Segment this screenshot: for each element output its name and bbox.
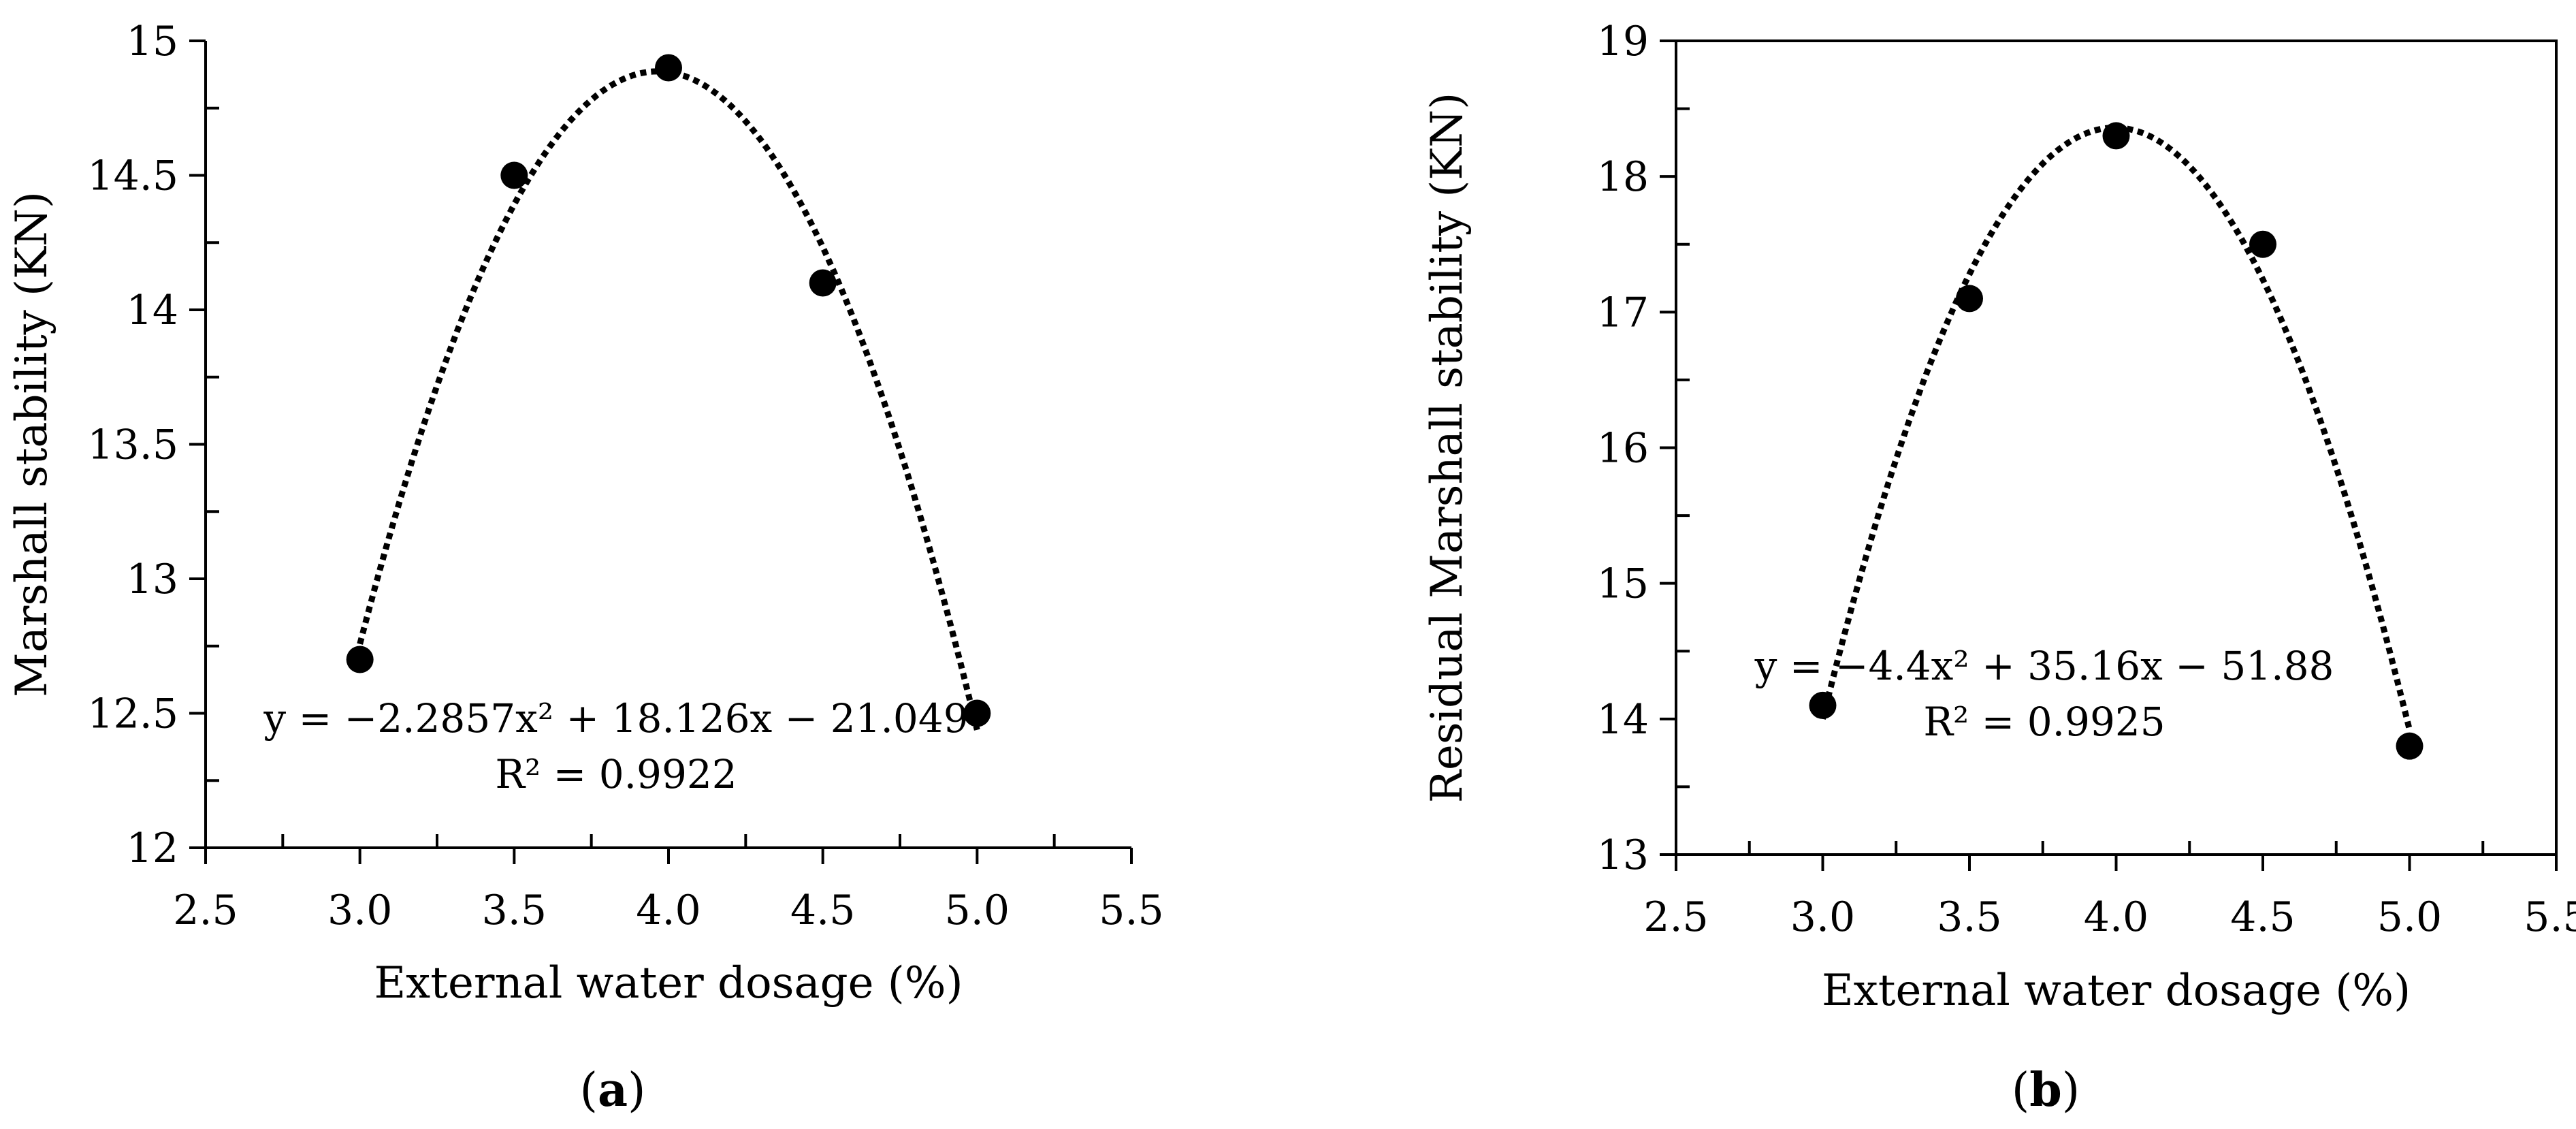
y-tick-label: 14 bbox=[1597, 696, 1649, 744]
data-point bbox=[500, 161, 528, 189]
y-tick-label: 13.5 bbox=[87, 422, 178, 469]
x-tick-label: 5.5 bbox=[1099, 887, 1163, 934]
x-axis-title: External water dosage (%) bbox=[374, 958, 963, 1008]
y-tick-label: 14 bbox=[127, 287, 178, 334]
data-point bbox=[655, 54, 682, 82]
y-tick-label: 15 bbox=[127, 18, 178, 65]
r-squared-label: R² = 0.9922 bbox=[495, 751, 737, 797]
x-tick-label: 5.5 bbox=[2524, 893, 2576, 941]
y-tick-label: 19 bbox=[1597, 18, 1649, 65]
y-tick-label: 12.5 bbox=[87, 690, 178, 738]
panel-label-close: ) bbox=[2062, 1064, 2080, 1117]
data-point bbox=[963, 699, 991, 727]
y-tick-label: 17 bbox=[1597, 289, 1649, 336]
panel-label-close: ) bbox=[628, 1064, 646, 1117]
data-point bbox=[2102, 122, 2130, 150]
trendline bbox=[357, 68, 980, 731]
x-tick-label: 4.5 bbox=[2230, 893, 2295, 941]
x-axis-title: External water dosage (%) bbox=[1822, 966, 2411, 1016]
panel-label: (b) bbox=[2012, 1063, 2080, 1117]
x-tick-label: 5.0 bbox=[2377, 893, 2442, 941]
data-point bbox=[809, 269, 837, 297]
y-axis-title: Marshall stability (KN) bbox=[7, 191, 57, 697]
panel-label-open: ( bbox=[579, 1064, 598, 1117]
data-point bbox=[346, 646, 374, 673]
y-tick-label: 16 bbox=[1597, 425, 1649, 473]
chart-panel-a: 12 12.5 13 13.5 14 14.5 15 2.5 3.0 3.5 4.0 4.5 5.0 5.… bbox=[7, 18, 1164, 1117]
data-point bbox=[2396, 732, 2424, 760]
trendline-equation: y = −2.2857x² + 18.126x − 21.049 bbox=[263, 695, 968, 742]
y-tick-label: 13 bbox=[127, 556, 178, 603]
y-axis-title: Residual Marshall stability (KN) bbox=[1422, 93, 1472, 803]
y-tick-label: 18 bbox=[1597, 153, 1649, 201]
y-tick-label: 12 bbox=[127, 825, 178, 872]
chart-panel-b: 13 14 15 16 17 18 19 2.5 3.0 3.5 4.0 4.5 5.0 5.5 Exter… bbox=[1422, 18, 2576, 1117]
panel-label-letter: b bbox=[2029, 1063, 2062, 1117]
data-point bbox=[1809, 691, 1837, 719]
r-squared-label: R² = 0.9925 bbox=[1923, 699, 2165, 745]
data-point bbox=[1956, 285, 1983, 313]
x-tick-label: 5.0 bbox=[945, 887, 1010, 934]
panel-label-open: ( bbox=[2012, 1064, 2030, 1117]
x-tick-label: 3.5 bbox=[482, 887, 547, 934]
y-tick-label: 15 bbox=[1597, 560, 1649, 608]
panel-label-letter: a bbox=[598, 1063, 628, 1117]
x-tick-label: 4.0 bbox=[2084, 893, 2148, 941]
trendline bbox=[1820, 124, 2413, 731]
x-tick-label: 2.5 bbox=[173, 887, 238, 934]
x-tick-label: 4.0 bbox=[636, 887, 701, 934]
x-tick-label: 4.5 bbox=[790, 887, 855, 934]
trendline-equation: y = −4.4x² + 35.16x − 51.88 bbox=[1754, 643, 2334, 689]
panel-label: (a) bbox=[579, 1063, 645, 1117]
x-tick-label: 3.0 bbox=[327, 887, 392, 934]
x-tick-label: 3.0 bbox=[1790, 893, 1855, 941]
y-tick-label: 14.5 bbox=[87, 153, 178, 200]
y-tick-label: 13 bbox=[1597, 831, 1649, 879]
x-tick-label: 3.5 bbox=[1937, 893, 2001, 941]
x-tick-label: 2.5 bbox=[1643, 893, 1708, 941]
data-point bbox=[2249, 230, 2276, 258]
